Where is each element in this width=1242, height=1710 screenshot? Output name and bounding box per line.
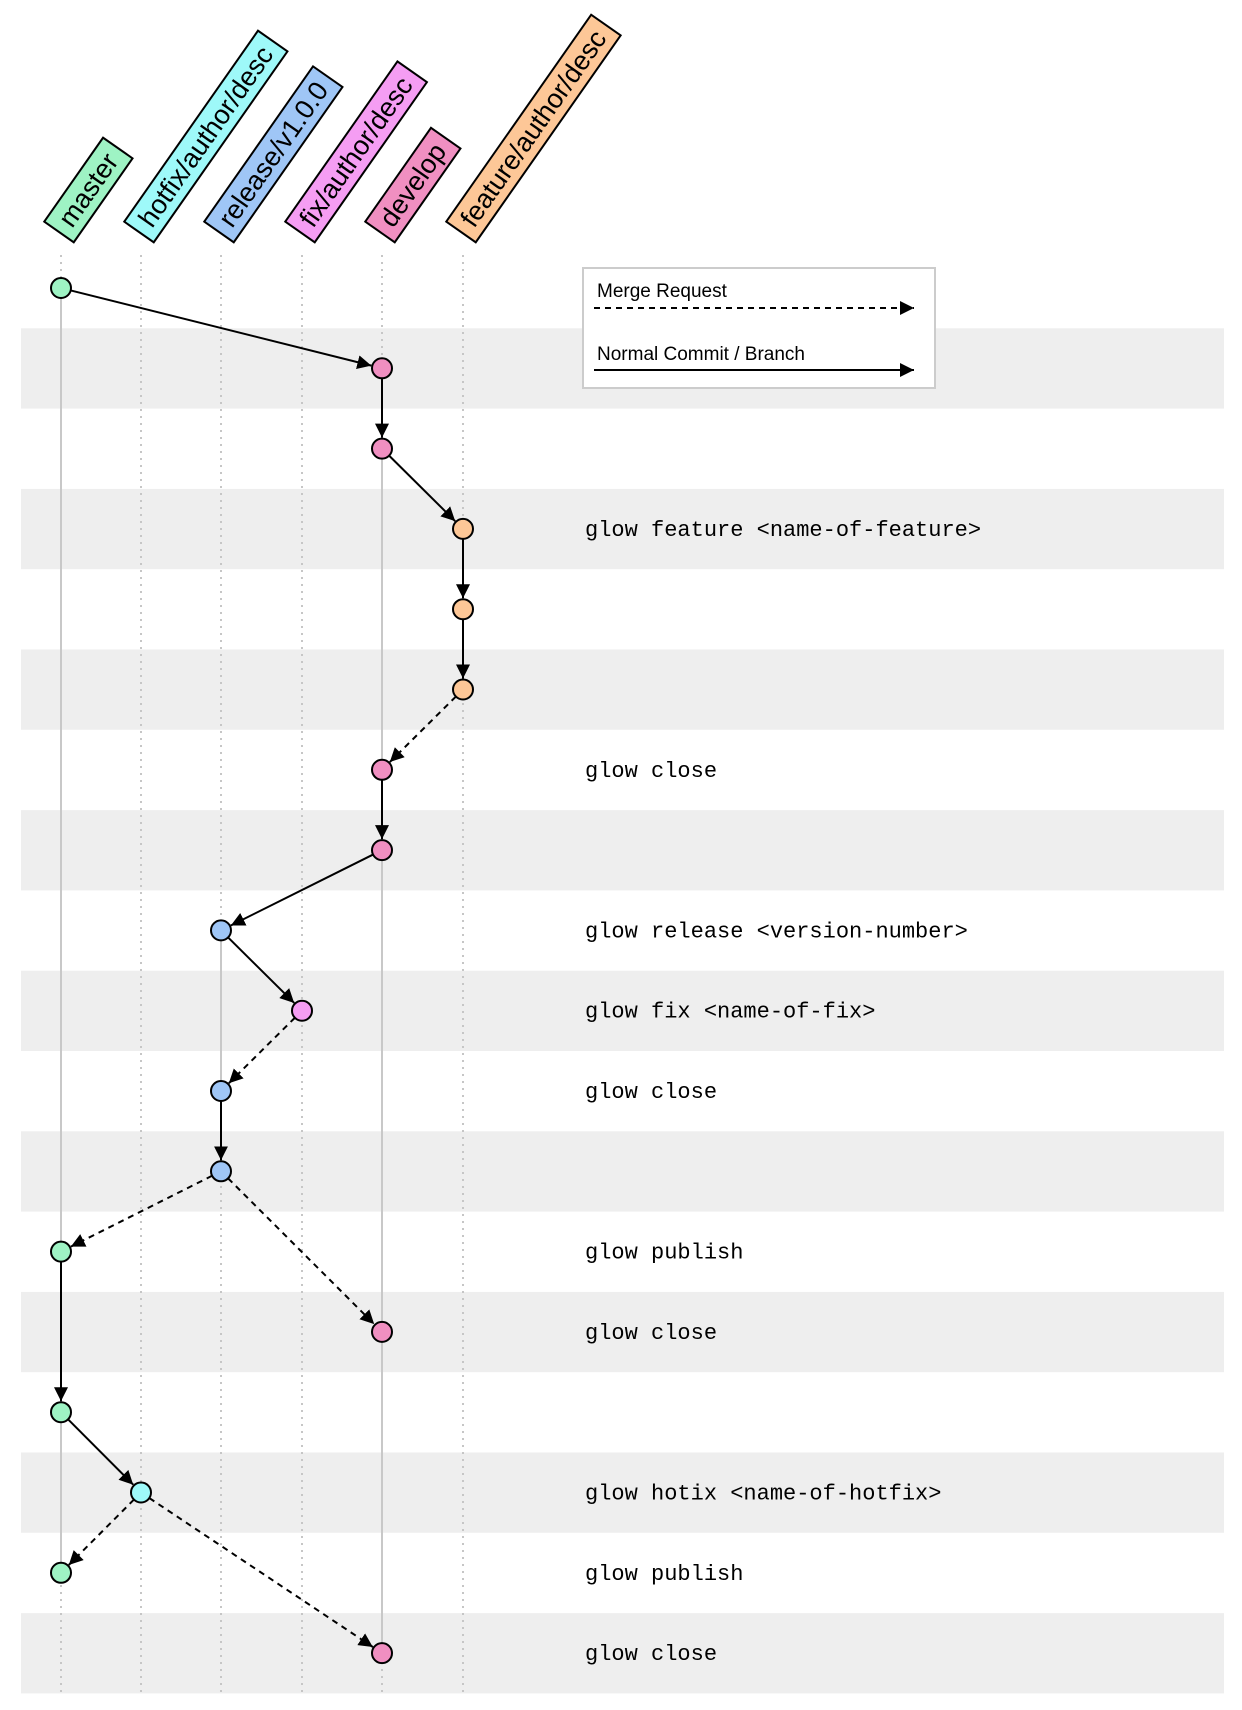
glow-commands: glow feature <name-of-feature> glow close… — [585, 518, 981, 1667]
branch-label-box — [444, 13, 623, 244]
commit-arrow — [388, 454, 456, 522]
row-band — [21, 810, 1224, 891]
merge-request-arrow — [389, 695, 457, 763]
commit-node — [452, 678, 474, 701]
merge-request-arrow — [70, 1174, 213, 1248]
branch-label-box — [363, 126, 462, 244]
legend-merge-request-label: Merge Request — [597, 281, 728, 302]
merge-request-arrow — [228, 1017, 296, 1084]
command-text: glow close — [585, 759, 717, 784]
merge-request-arrow — [227, 1177, 375, 1325]
command-text: glow fix <name-of-fix> — [585, 1000, 875, 1025]
command-text: glow publish — [585, 1241, 743, 1266]
commit-edges — [54, 289, 470, 1648]
commit-arrow — [70, 289, 372, 370]
command-text: glow release <version-number> — [585, 919, 968, 944]
command-text: glow publish — [585, 1562, 743, 1587]
commit-node — [210, 1080, 232, 1102]
row-band — [21, 1452, 1224, 1533]
branch-labels: master hotfix/author/descrelease/v1.0.0fi… — [42, 13, 623, 244]
commit-node — [50, 277, 72, 299]
merge-request-arrow — [148, 1497, 374, 1648]
commit-node — [210, 1160, 232, 1183]
legend-box — [582, 267, 936, 389]
commit-node — [371, 1642, 393, 1665]
commit-node — [452, 598, 474, 621]
commit-arrow — [227, 936, 295, 1004]
commit-arrow — [230, 853, 374, 927]
commit-node — [50, 1561, 72, 1584]
command-text: glow hotix <name-of-hotfix> — [585, 1482, 941, 1507]
branch-label-box — [122, 29, 289, 244]
commit-node — [371, 1320, 393, 1343]
row-band — [21, 1613, 1224, 1694]
commit-node — [371, 357, 393, 380]
branch-label-box — [42, 136, 134, 244]
commit-node — [50, 1401, 72, 1424]
commit-arrow — [67, 1418, 134, 1486]
commit-node — [371, 437, 393, 460]
commit-node — [291, 999, 313, 1022]
row-band — [21, 649, 1224, 730]
branch-label-box — [283, 60, 429, 244]
branch-label: feature/author/desc — [444, 13, 623, 244]
branch-label-text: feature/author/desc — [454, 25, 612, 233]
commit-node — [452, 517, 474, 540]
commit-node — [130, 1481, 152, 1504]
command-text: glow close — [585, 1080, 717, 1105]
branch-label: master — [42, 136, 134, 244]
commit-node — [210, 919, 232, 942]
commit-node — [50, 1240, 72, 1263]
branch-label-text: develop — [373, 138, 452, 233]
commit-node — [371, 758, 393, 781]
legend-normal-commit-label: Normal Commit / Branch — [597, 344, 805, 365]
commit-node — [371, 839, 393, 862]
branch-label-box — [202, 64, 344, 244]
commit-nodes — [50, 277, 474, 1665]
legend: Merge Request Normal Commit / Branch — [582, 267, 936, 389]
command-text: glow close — [585, 1321, 717, 1346]
row-band — [21, 1131, 1224, 1212]
command-text: glow feature <name-of-feature> — [585, 518, 981, 543]
merge-request-arrow — [68, 1498, 135, 1566]
command-text: glow close — [585, 1642, 717, 1667]
